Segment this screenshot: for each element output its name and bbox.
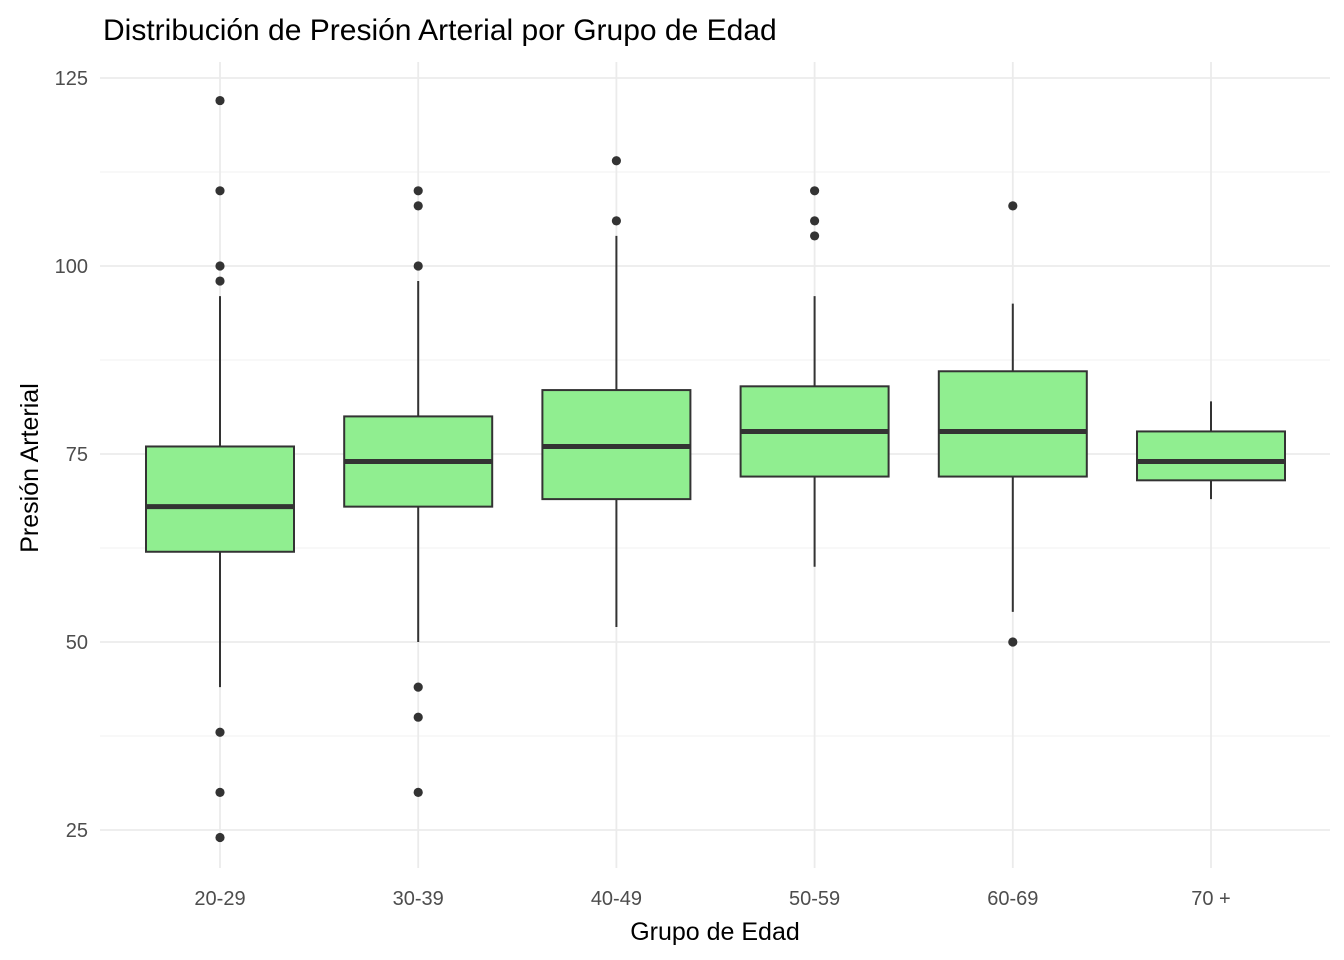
y-tick-label: 50	[66, 632, 88, 654]
outlier-point	[810, 216, 820, 226]
x-axis-title: Grupo de Edad	[630, 918, 800, 946]
chart-title: Distribución de Presión Arterial por Gru…	[103, 14, 777, 47]
y-axis-title: Presión Arterial	[16, 383, 44, 553]
outlier-point	[413, 712, 423, 722]
outlier-point	[413, 186, 423, 196]
y-tick-label: 125	[55, 68, 88, 90]
outlier-point	[215, 727, 225, 737]
outlier-point	[215, 276, 225, 286]
x-tick-label: 50-59	[789, 888, 840, 910]
x-tick-label: 40-49	[591, 888, 642, 910]
x-tick-label: 60-69	[987, 888, 1038, 910]
outlier-point	[215, 186, 225, 196]
outlier-point	[611, 216, 622, 226]
y-tick-label: 75	[66, 444, 88, 466]
outlier-point	[1008, 637, 1018, 647]
y-tick-labels: 25 50 75 100 125	[55, 68, 88, 842]
x-tick-label: 70 +	[1191, 888, 1230, 910]
outlier-point	[413, 201, 423, 211]
x-tick-label: 30-39	[393, 888, 444, 910]
box-group	[343, 186, 494, 798]
box-group	[145, 95, 295, 843]
y-tick-label: 100	[55, 256, 88, 278]
outlier-point	[413, 682, 423, 692]
box-group	[937, 201, 1088, 647]
outlier-point	[611, 156, 622, 166]
x-tick-label: 20-29	[194, 888, 245, 910]
outlier-point	[215, 832, 225, 843]
outlier-point	[215, 95, 225, 106]
outlier-point	[215, 261, 225, 271]
outlier-point	[413, 787, 423, 798]
box	[145, 445, 295, 553]
x-tick-labels: 20-29 30-39 40-49 50-59 60-69 70 +	[194, 888, 1230, 910]
boxes-layer	[145, 95, 1286, 843]
outlier-point	[1008, 201, 1018, 211]
box	[937, 370, 1088, 478]
outlier-point	[413, 261, 423, 271]
outlier-point	[215, 787, 225, 798]
y-tick-label: 25	[66, 820, 88, 842]
box-group	[541, 156, 692, 627]
outlier-point	[810, 231, 820, 241]
outlier-point	[810, 186, 820, 196]
box	[1136, 430, 1286, 482]
box-group	[739, 186, 890, 567]
box-group	[1136, 401, 1286, 500]
